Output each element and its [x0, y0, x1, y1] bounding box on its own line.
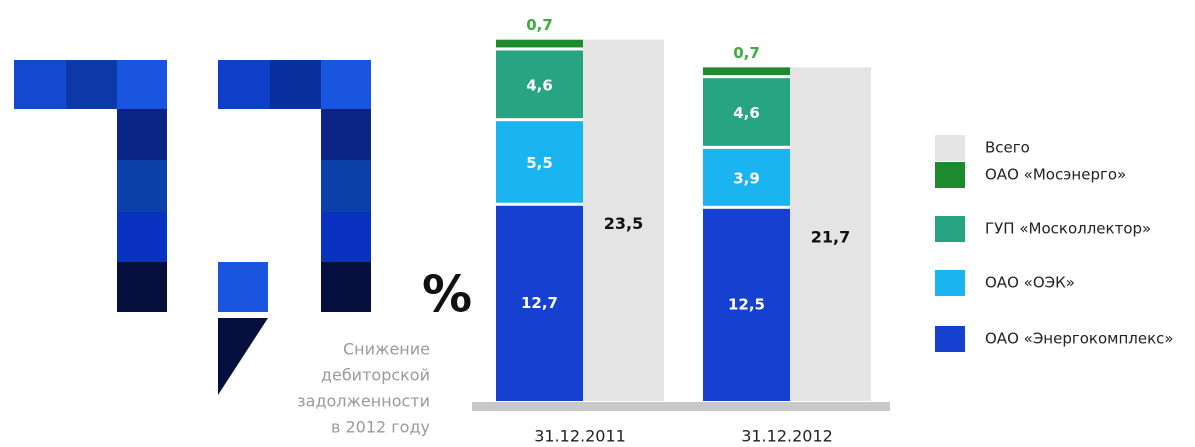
- legend-swatch: [935, 270, 965, 296]
- block: [117, 212, 167, 262]
- value-label: 12,5: [728, 295, 765, 313]
- legend-label: ОАО «Энергокомплекс»: [985, 330, 1174, 348]
- value-label: 0,7: [733, 44, 760, 62]
- caption-line: в 2012 году: [331, 418, 430, 437]
- value-label: 4,6: [733, 104, 760, 122]
- block: [321, 160, 371, 212]
- base-platform: [472, 402, 890, 411]
- block: [321, 60, 371, 109]
- value-label: 21,7: [811, 228, 850, 247]
- block: [321, 212, 371, 262]
- caption-line: дебиторской: [321, 366, 430, 385]
- block: [117, 160, 167, 212]
- legend-swatch: [935, 135, 965, 161]
- block: [117, 262, 167, 312]
- value-label: 5,5: [526, 154, 553, 172]
- block: [14, 60, 66, 109]
- block: [270, 60, 321, 109]
- comma-tail: [218, 318, 268, 395]
- block: [321, 109, 371, 160]
- bar-segment: [703, 67, 790, 75]
- x-tick-label: 31.12.2012: [741, 427, 833, 446]
- value-label: 0,7: [526, 16, 553, 34]
- value-label: 4,6: [526, 76, 553, 94]
- legend-label: ОАО «Мосэнерго»: [985, 166, 1126, 184]
- block: [321, 262, 371, 312]
- value-label: 12,7: [521, 294, 558, 312]
- caption-line: Снижение: [343, 340, 430, 359]
- block: [218, 262, 268, 312]
- value-label: 23,5: [604, 214, 643, 233]
- bar-segment: [496, 40, 583, 48]
- percent-sign: %: [422, 266, 472, 324]
- block: [218, 60, 270, 109]
- legend-swatch: [935, 162, 965, 188]
- legend-swatch: [935, 216, 965, 242]
- legend-label: ГУП «Москоллектор»: [985, 220, 1151, 238]
- chart: % Снижение дебиторской задолженности в 2012…: [0, 0, 1195, 447]
- legend-swatch: [935, 326, 965, 352]
- caption-line: задолженности: [297, 392, 430, 411]
- legend-label: ОАО «ОЭК»: [985, 274, 1075, 292]
- x-tick-label: 31.12.2011: [534, 427, 626, 446]
- headline-figure: [14, 60, 371, 395]
- legend-label: Всего: [985, 139, 1030, 157]
- block: [117, 109, 167, 160]
- block: [66, 60, 117, 109]
- value-label: 3,9: [733, 169, 760, 187]
- block: [117, 60, 167, 109]
